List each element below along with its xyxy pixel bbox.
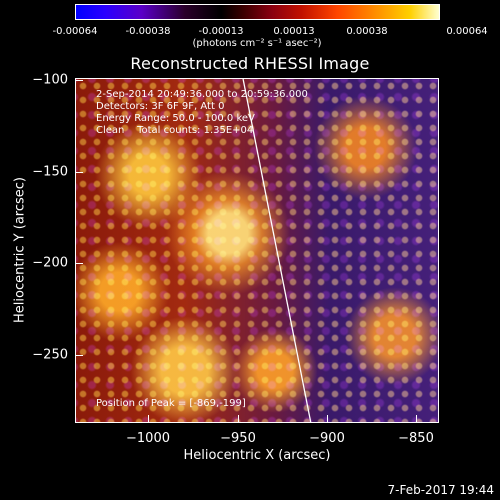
x-tick-label: −1000 [126,431,170,446]
y-tick-label: −250 [32,347,68,363]
solar-limb-line [242,79,312,422]
x-tick [148,415,149,422]
image-title: Reconstructed RHESSI Image [130,54,370,73]
colorbar-tick-label: 0.00064 [446,26,488,37]
colorbar-tick-label: -0.00038 [125,26,171,37]
info-detectors: Detectors: 3F 6F 9F, Att 0 [96,101,225,112]
info-energy-range: Energy Range: 50.0 - 100.0 keV [96,113,255,124]
info-method-counts: Clean Total counts: 1.35E+04 [96,125,254,136]
x-tick [238,415,239,422]
plot-timestamp: 7-Feb-2017 19:44 [387,483,494,497]
y-tick-label: −200 [32,255,68,271]
y-tick [76,80,83,81]
peak-position: Position of Peak = [-869,-199] [96,398,246,409]
info-time-range: 2-Sep-2014 20:49:36.000 to 20:59:36.000 [96,89,308,100]
rhessi-image-plot: 2-Sep-2014 20:49:36.000 to 20:59:36.000 … [75,78,439,423]
x-tick-label: −950 [220,431,256,446]
colorbar-tick-label: 0.00038 [346,26,388,37]
colorbar-tick-label: -0.00013 [198,26,244,37]
y-tick [76,263,83,264]
x-axis-label: Heliocentric X (arcsec) [183,448,331,463]
x-tick-label: −900 [309,431,345,446]
x-tick [327,415,328,422]
x-tick [416,415,417,422]
colorbar-units: (photons cm⁻² s⁻¹ asec⁻²) [192,38,322,49]
colorbar [75,4,440,20]
y-axis-label: Heliocentric Y (arcsec) [12,177,28,323]
colorbar-tick-label: -0.00064 [52,26,98,37]
y-tick [76,355,83,356]
x-tick-label: −850 [398,431,434,446]
y-tick-label: −100 [32,72,68,88]
image-texture [76,79,438,422]
y-tick [76,172,83,173]
colorbar-tick-label: 0.00013 [273,26,315,37]
y-tick-label: −150 [32,164,68,180]
